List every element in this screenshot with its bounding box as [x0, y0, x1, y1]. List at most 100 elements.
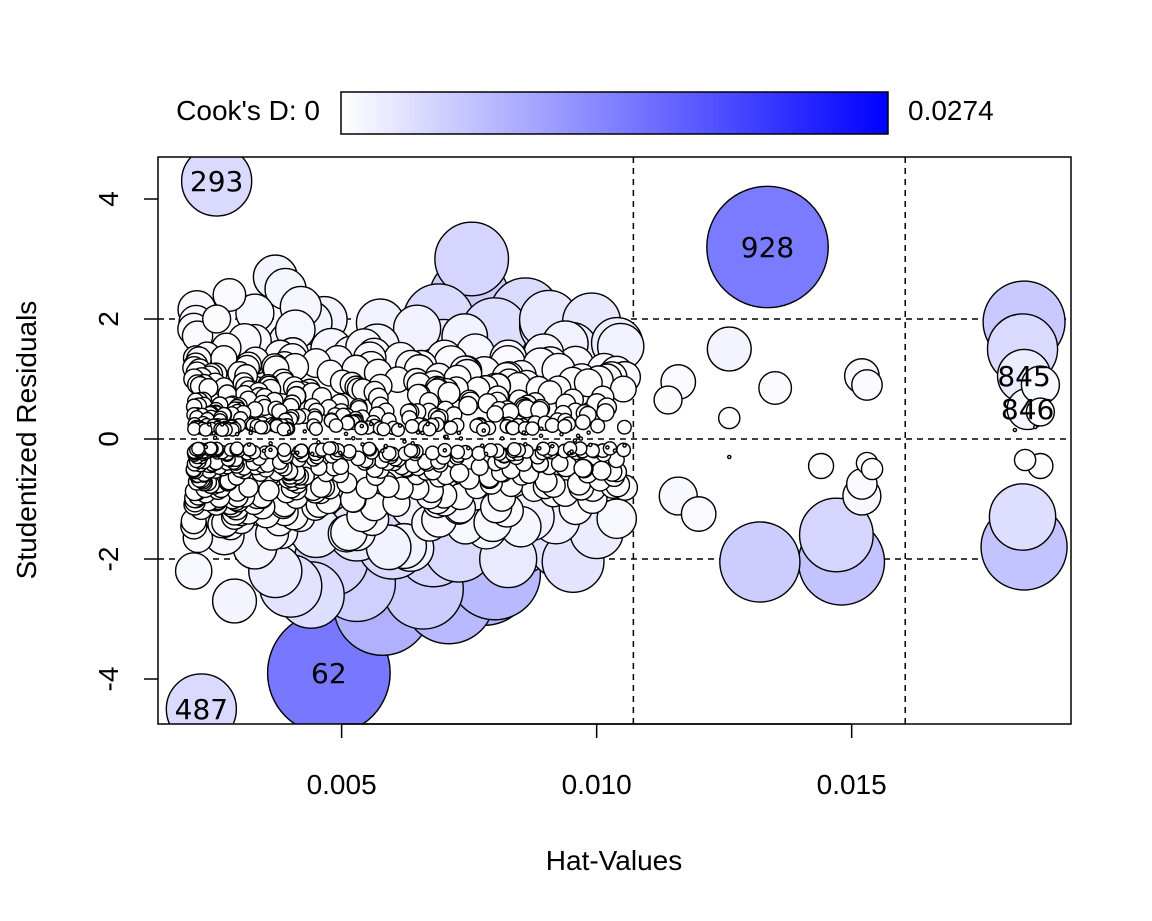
- y-tick-label: -4: [93, 667, 124, 692]
- data-point: [180, 157, 253, 217]
- data-point: [444, 434, 449, 440]
- y-axis: -4 -2 0 2 4: [93, 191, 158, 691]
- data-point: [368, 421, 374, 427]
- data-point: [479, 443, 485, 448]
- data-point: [481, 428, 487, 433]
- y-axis-label: Studentized Residuals: [11, 301, 42, 580]
- data-point: [458, 395, 478, 416]
- data-point: [211, 578, 258, 624]
- data-point: [486, 405, 504, 423]
- point-label: 846: [1001, 393, 1054, 426]
- data-point: [434, 221, 510, 297]
- data-point: [1032, 424, 1038, 430]
- data-point: [420, 430, 425, 436]
- data-point: [450, 444, 466, 460]
- data-point: [268, 441, 273, 446]
- data-point: [1012, 427, 1018, 433]
- y-tick-label: -2: [93, 547, 124, 572]
- data-point: [574, 414, 591, 431]
- data-point: [851, 369, 883, 401]
- x-tick-label: 0.010: [562, 769, 632, 800]
- data-point: [302, 429, 308, 434]
- data-point: [268, 447, 273, 453]
- data-point: [538, 433, 544, 439]
- data-point: [376, 422, 391, 437]
- data-point: [253, 420, 269, 435]
- data-point: [622, 443, 627, 448]
- data-point: [988, 483, 1057, 551]
- data-point: [557, 418, 573, 434]
- data-point: [596, 403, 615, 422]
- data-point: [483, 451, 489, 457]
- data-point: [415, 430, 421, 435]
- data-point: [507, 442, 522, 457]
- y-tick-label: 2: [93, 311, 124, 327]
- data-point: [605, 445, 610, 450]
- point-label: 293: [190, 165, 243, 198]
- data-point: [726, 454, 732, 460]
- data-point: [234, 431, 240, 437]
- data-point: [276, 422, 291, 437]
- data-point: [470, 457, 489, 477]
- data-point: [466, 445, 471, 451]
- data-point: [612, 448, 618, 453]
- data-point: [229, 441, 244, 456]
- data-points: [165, 157, 1068, 724]
- data-point: [544, 417, 560, 433]
- x-tick-label: 0.015: [817, 769, 887, 800]
- data-point: [525, 421, 540, 436]
- data-point: [437, 381, 461, 405]
- data-point: [585, 443, 600, 458]
- point-label: 487: [175, 693, 228, 726]
- data-point: [1025, 397, 1056, 427]
- data-point: [248, 430, 253, 436]
- data-point: [191, 441, 206, 456]
- data-point: [246, 442, 252, 447]
- data-point: [717, 406, 741, 430]
- data-point: [277, 442, 292, 457]
- data-point: [706, 185, 829, 309]
- data-point: [309, 451, 315, 457]
- data-point: [425, 421, 430, 427]
- data-point: [539, 426, 544, 432]
- x-tick-label: 0.005: [307, 769, 377, 800]
- data-point: [569, 449, 574, 454]
- data-point: [383, 443, 389, 449]
- data-point: [263, 444, 279, 460]
- data-point: [286, 429, 292, 435]
- data-point: [337, 450, 343, 456]
- data-point: [442, 448, 448, 453]
- data-point: [403, 443, 419, 458]
- data-point: [535, 441, 551, 457]
- data-point: [458, 436, 464, 441]
- data-point: [206, 422, 212, 427]
- data-point: [1013, 448, 1037, 472]
- data-point: [424, 445, 440, 461]
- data-point: [456, 430, 462, 436]
- data-point: [308, 421, 324, 436]
- point-label: 928: [741, 231, 794, 264]
- data-point: [573, 458, 593, 478]
- data-point: [758, 371, 793, 405]
- data-point: [578, 436, 584, 441]
- data-point: [449, 463, 470, 483]
- data-point: [316, 440, 321, 445]
- data-point: [572, 438, 578, 443]
- data-point: [328, 418, 344, 433]
- data-point: [212, 435, 218, 441]
- data-point: [380, 448, 385, 454]
- data-point: [575, 433, 581, 439]
- data-point: [653, 385, 683, 415]
- data-point: [397, 423, 403, 428]
- data-point: [211, 430, 217, 436]
- x-axis-label: Hat-Values: [546, 845, 682, 876]
- data-point: [219, 422, 225, 427]
- data-point: [257, 479, 280, 502]
- data-point: [523, 441, 528, 447]
- data-point: [174, 552, 213, 590]
- data-point: [588, 442, 593, 448]
- point-label: 845: [997, 360, 1050, 393]
- data-point: [860, 457, 884, 481]
